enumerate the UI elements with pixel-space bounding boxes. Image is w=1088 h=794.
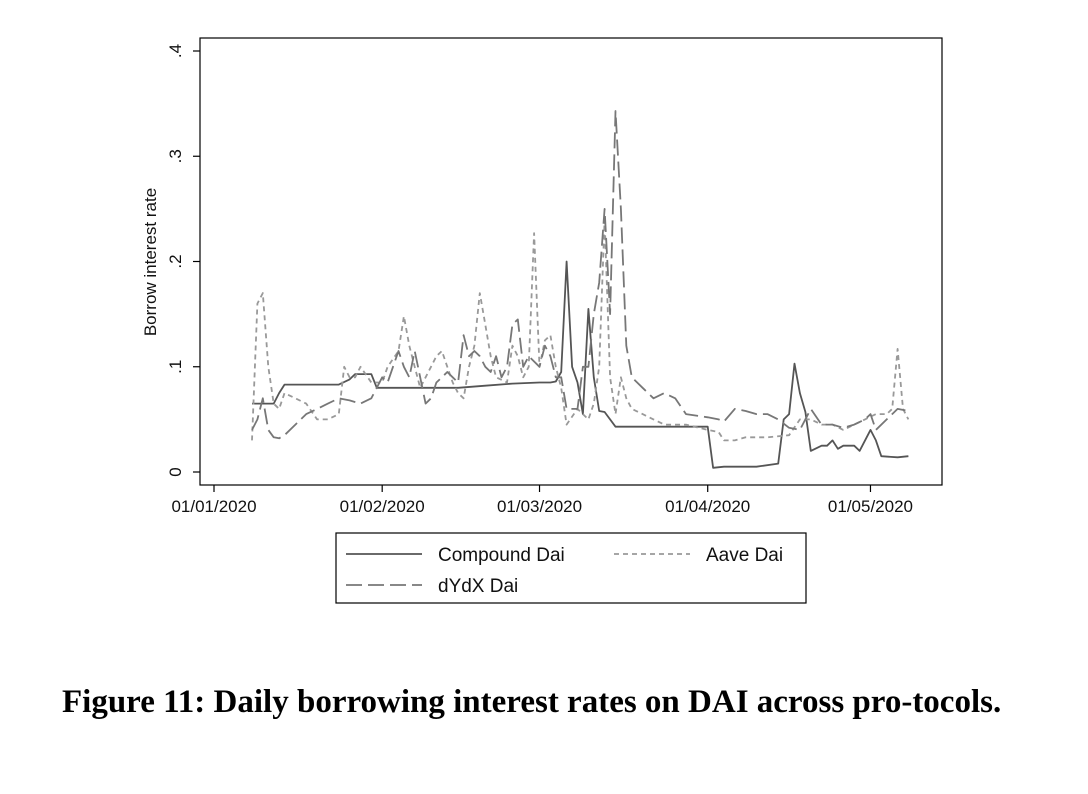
plot-frame [199, 37, 943, 486]
legend: Compound Dai Aave Dai dYdX Dai [335, 532, 807, 604]
x-tick-label: 01/04/2020 [665, 497, 750, 516]
series-line-compound-dai [252, 260, 909, 469]
x-tick-label: 01/02/2020 [340, 497, 425, 516]
x-tick-label: 01/05/2020 [828, 497, 913, 516]
x-tick-label: 01/03/2020 [497, 497, 582, 516]
x-axis: 01/01/2020 01/02/2020 01/03/2020 01/04/2020… [171, 485, 913, 516]
y-tick-label: .1 [166, 360, 185, 374]
x-tick-label: 01/01/2020 [171, 497, 256, 516]
y-tick-label: .4 [166, 44, 185, 58]
y-axis-title: Borrow interest rate [141, 188, 160, 336]
y-tick-label: 0 [166, 467, 185, 476]
line-chart: 0 .1 .2 .3 .4 01/01/2020 01/02/2020 01/03/2020… [141, 37, 943, 604]
series-line-dydx-dai [251, 110, 909, 440]
series-line-aave-dai [251, 218, 910, 442]
figure-caption: Figure 11: Daily borrowing interest rate… [62, 684, 1002, 720]
series-layer [251, 110, 910, 469]
y-tick-label: .2 [166, 254, 185, 268]
legend-frame [335, 532, 807, 604]
legend-label-aave-dai: Aave Dai [706, 545, 783, 566]
legend-label-compound-dai: Compound Dai [438, 545, 565, 566]
y-axis: 0 .1 .2 .3 .4 [166, 44, 200, 477]
y-tick-label: .3 [166, 149, 185, 163]
legend-label-dydx-dai: dYdX Dai [438, 576, 518, 597]
